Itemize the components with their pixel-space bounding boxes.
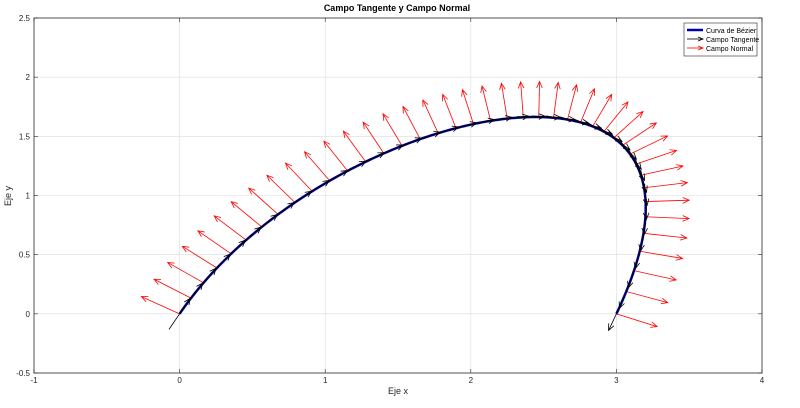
tangent-arrow: [608, 297, 625, 332]
normal-arrow: [342, 130, 366, 162]
y-tick-label: -0.5: [16, 369, 30, 378]
normal-arrow: [622, 122, 658, 146]
normal-arrow: [517, 80, 525, 118]
x-tick-label: 3: [614, 376, 619, 385]
normal-arrow: [536, 80, 543, 118]
normal-arrow: [640, 164, 684, 176]
x-tick-label: 0: [177, 376, 182, 385]
normal-arrow: [441, 93, 457, 129]
y-tick-label: 2.5: [19, 14, 31, 23]
x-tick-label: 2: [469, 376, 474, 385]
normal-arrow: [633, 270, 678, 282]
y-tick-label: 1: [26, 192, 31, 201]
legend-tangent-arrowhead: [697, 36, 705, 42]
normal-arrow: [639, 250, 684, 261]
normal-arrow: [592, 93, 613, 127]
normal-arrow: [166, 261, 204, 284]
legend: Curva de Bézier Campo Tangente Campo Nor…: [683, 22, 759, 57]
tangent-arrow: [597, 125, 631, 151]
normal-arrow: [153, 278, 192, 299]
normal-arrow: [197, 230, 232, 255]
legend-normal-arrowhead: [697, 45, 705, 51]
y-tick-label: 0: [26, 310, 31, 319]
tangent-arrow: [585, 121, 623, 142]
normal-field: [140, 80, 691, 328]
tangent-arrow: [640, 170, 650, 207]
normal-arrow: [362, 121, 385, 154]
normal-arrow: [626, 291, 669, 305]
normal-arrow: [284, 162, 313, 192]
x-tick-label: -1: [30, 376, 38, 385]
legend-box: [683, 22, 758, 57]
normal-arrow: [645, 215, 691, 222]
normal-arrow: [422, 99, 439, 134]
normal-arrow: [480, 85, 491, 121]
normal-arrow: [140, 296, 180, 315]
legend-curve-label: Curva de Bézier: [706, 28, 757, 35]
normal-arrow: [603, 101, 629, 132]
normal-arrow: [230, 201, 263, 228]
normal-arrow: [629, 135, 669, 155]
normal-arrow: [266, 174, 296, 203]
normal-arrow: [636, 149, 678, 165]
x-tick-label: 4: [760, 376, 765, 385]
y-tick-label: 0.5: [19, 251, 31, 260]
y-tick-label: 1.5: [19, 132, 31, 141]
normal-arrow: [580, 87, 596, 123]
normal-arrow: [643, 180, 689, 189]
normal-arrow: [613, 110, 644, 139]
y-axis-label: Eje y: [3, 185, 13, 206]
normal-arrow: [643, 232, 688, 241]
normal-arrow: [553, 81, 561, 118]
normal-arrow: [323, 140, 348, 172]
normal-arrow: [402, 105, 421, 140]
normal-arrow: [382, 113, 403, 147]
normal-arrow: [461, 88, 474, 125]
normal-arrow: [567, 83, 579, 120]
normal-arrow: [616, 313, 659, 328]
x-tick-label: 1: [323, 376, 328, 385]
legend-tangent-label: Campo Tangente: [706, 37, 759, 44]
normal-arrow: [499, 82, 508, 119]
tangent-field: [168, 113, 650, 332]
tangent-arrow: [642, 183, 650, 221]
normal-arrow: [181, 245, 218, 269]
x-axis-label: Eje x: [388, 386, 409, 396]
chart-title: Campo Tangente y Campo Normal: [324, 3, 470, 13]
normal-arrow: [248, 187, 279, 215]
grid: [34, 18, 762, 373]
normal-arrow: [303, 150, 331, 181]
y-tick-label: 2: [26, 73, 31, 82]
normal-arrow: [213, 215, 247, 241]
tangent-arrow: [608, 131, 638, 160]
legend-normal-label: Campo Normal: [706, 46, 754, 53]
normal-arrow: [645, 197, 691, 204]
plot-frame: [33, 17, 763, 374]
